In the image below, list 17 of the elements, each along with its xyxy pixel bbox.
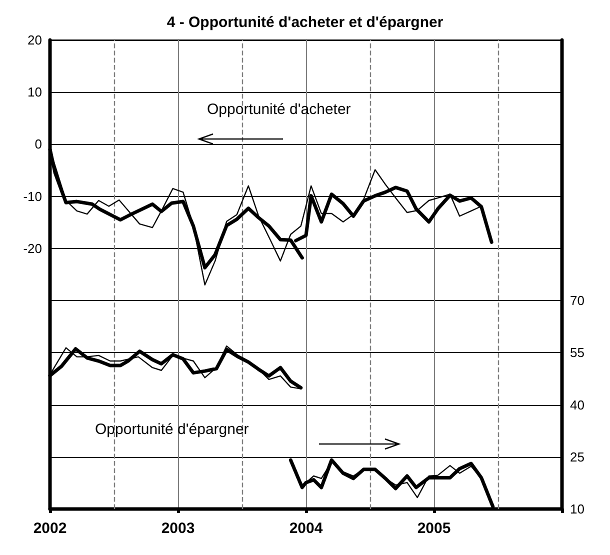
x-tick-label: 2002 [33, 520, 67, 537]
y2-tick-label: 25 [570, 449, 584, 464]
annotation: Opportunité d'épargner [95, 421, 249, 438]
y-tick-label: -10 [23, 188, 42, 204]
y-tick-label: -20 [23, 240, 42, 256]
y-tick-label: 10 [28, 84, 42, 100]
y-tick-label: 20 [28, 32, 42, 48]
x-tick-label: 2004 [289, 520, 324, 537]
annotation: Opportunité d'acheter [207, 101, 351, 118]
x-tick-label: 2005 [417, 520, 451, 537]
y2-tick-label: 70 [570, 293, 584, 308]
y2-tick-label: 40 [570, 397, 584, 412]
y2-tick-label: 10 [570, 502, 584, 516]
y2-tick-label: 55 [570, 345, 584, 360]
x-tick-label: 2003 [161, 520, 195, 537]
y-tick-label: 0 [34, 136, 42, 152]
chart-title: 4 - Opportunité d'acheter et d'épargner [166, 14, 444, 31]
